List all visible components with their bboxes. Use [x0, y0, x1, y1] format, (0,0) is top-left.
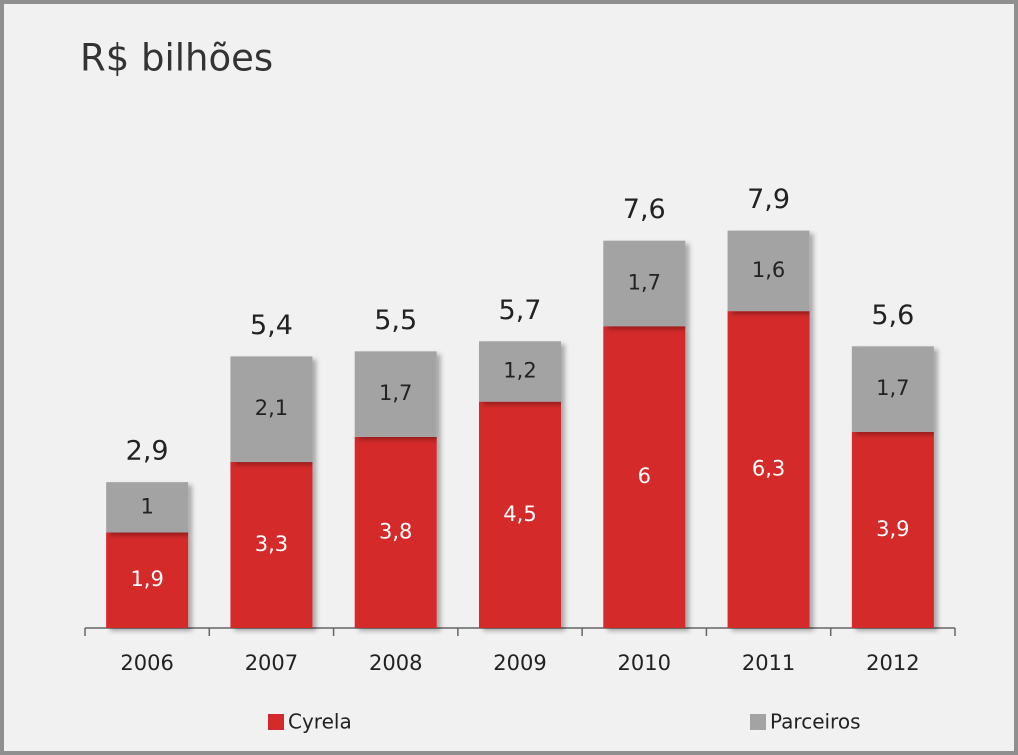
value-label: 6,3	[752, 457, 785, 481]
total-label: 5,4	[250, 310, 293, 341]
bar-segment	[727, 311, 810, 628]
value-label: 1,7	[628, 270, 661, 294]
value-label: 4,5	[503, 502, 536, 526]
bar-segment	[230, 462, 313, 628]
value-label: 3,3	[255, 532, 288, 556]
value-label: 1,6	[752, 258, 785, 282]
total-label: 5,6	[871, 300, 914, 331]
value-label: 2,1	[255, 396, 288, 420]
value-label: 1,7	[876, 376, 909, 400]
bar-segment	[354, 351, 437, 437]
x-tick-label: 2006	[120, 651, 173, 675]
total-label: 5,7	[499, 295, 542, 326]
legend-swatch	[268, 714, 284, 730]
chart-title: R$ bilhões	[80, 37, 273, 80]
legend-label: Cyrela	[288, 710, 352, 734]
total-label: 2,9	[126, 436, 169, 467]
value-label: 3,9	[876, 517, 909, 541]
bar-segment	[230, 356, 313, 463]
bar-segment	[851, 346, 934, 432]
x-tick-label: 2007	[245, 651, 298, 675]
total-label: 7,6	[623, 194, 666, 225]
bar-segment	[603, 240, 686, 327]
legend-label: Parceiros	[770, 710, 861, 734]
bar-segment	[603, 326, 686, 628]
legend-swatch	[750, 714, 766, 730]
x-tick-label: 2012	[866, 651, 919, 675]
x-tick-label: 2010	[618, 651, 671, 675]
value-label: 6	[638, 464, 651, 488]
bar-segment	[727, 230, 810, 312]
bar-segment	[106, 532, 189, 628]
value-label: 3,8	[379, 519, 412, 543]
bar-segment	[354, 436, 437, 628]
bar-segment	[851, 431, 934, 628]
bar-segment	[106, 482, 189, 533]
value-label: 1,2	[503, 358, 536, 382]
value-label: 1,7	[379, 381, 412, 405]
x-tick-label: 2011	[742, 651, 795, 675]
bar-segment	[479, 401, 561, 628]
x-tick-label: 2008	[369, 651, 422, 675]
total-label: 5,5	[374, 305, 417, 336]
x-tick-label: 2009	[493, 651, 546, 675]
value-label: 1,9	[130, 567, 163, 591]
bar-segment	[479, 341, 561, 402]
total-label: 7,9	[747, 184, 790, 215]
value-label: 1	[140, 494, 153, 518]
